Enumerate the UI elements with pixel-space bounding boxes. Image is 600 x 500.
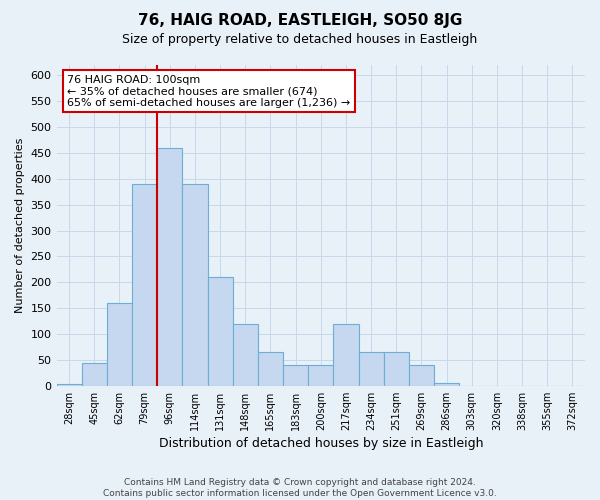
Text: 76 HAIG ROAD: 100sqm
← 35% of detached houses are smaller (674)
65% of semi-deta: 76 HAIG ROAD: 100sqm ← 35% of detached h… bbox=[67, 74, 350, 108]
Y-axis label: Number of detached properties: Number of detached properties bbox=[15, 138, 25, 313]
Bar bbox=[359, 352, 383, 386]
X-axis label: Distribution of detached houses by size in Eastleigh: Distribution of detached houses by size … bbox=[158, 437, 483, 450]
Bar bbox=[56, 384, 82, 386]
Bar bbox=[334, 324, 359, 386]
Bar bbox=[308, 365, 334, 386]
Bar bbox=[409, 365, 434, 386]
Bar bbox=[157, 148, 182, 386]
Bar bbox=[233, 324, 258, 386]
Text: 76, HAIG ROAD, EASTLEIGH, SO50 8JG: 76, HAIG ROAD, EASTLEIGH, SO50 8JG bbox=[138, 12, 462, 28]
Text: Contains HM Land Registry data © Crown copyright and database right 2024.
Contai: Contains HM Land Registry data © Crown c… bbox=[103, 478, 497, 498]
Text: Size of property relative to detached houses in Eastleigh: Size of property relative to detached ho… bbox=[122, 32, 478, 46]
Bar bbox=[258, 352, 283, 386]
Bar bbox=[383, 352, 409, 386]
Bar bbox=[107, 303, 132, 386]
Bar bbox=[283, 365, 308, 386]
Bar bbox=[132, 184, 157, 386]
Bar bbox=[182, 184, 208, 386]
Bar bbox=[82, 362, 107, 386]
Bar bbox=[434, 383, 459, 386]
Bar bbox=[208, 277, 233, 386]
